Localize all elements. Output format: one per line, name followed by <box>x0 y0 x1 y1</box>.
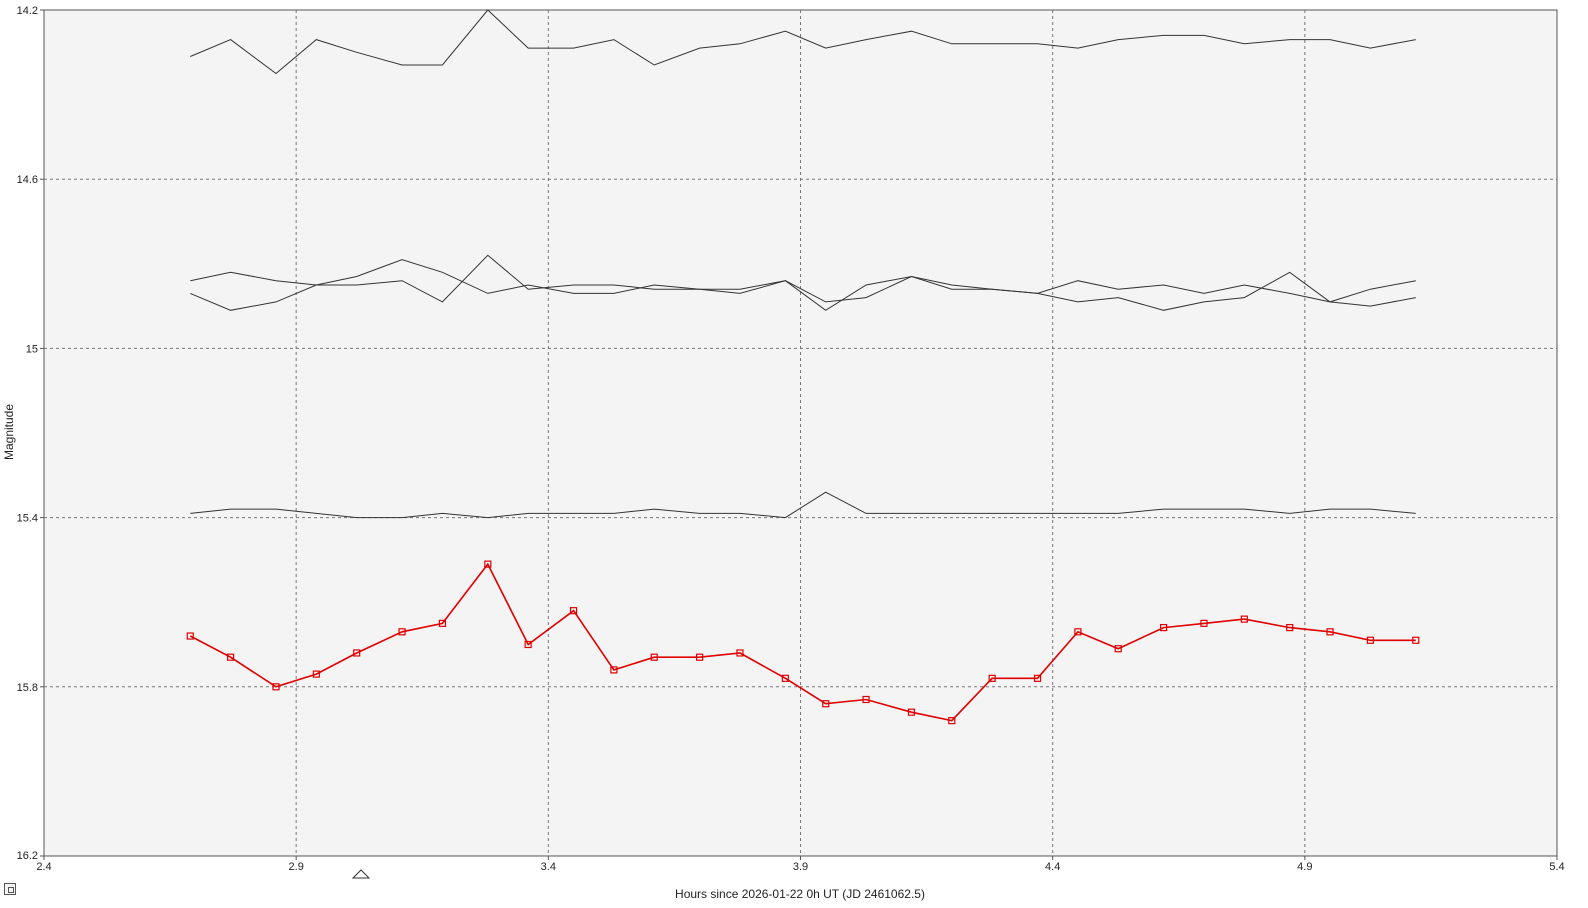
data-point-marker[interactable] <box>1200 619 1208 627</box>
data-point-marker[interactable] <box>398 628 406 636</box>
data-point-marker[interactable] <box>353 649 361 657</box>
data-point-marker[interactable] <box>1286 623 1294 632</box>
x-tick-label: 4.9 <box>1297 861 1312 873</box>
series-line-5 <box>189 562 1416 722</box>
y-tick-label: 14.2 <box>17 5 38 17</box>
data-point-marker[interactable] <box>1074 628 1082 636</box>
x-tick-label: 2.9 <box>289 861 304 873</box>
x-tick-label: 5.4 <box>1549 861 1564 873</box>
data-point-marker[interactable] <box>1033 674 1042 682</box>
data-point-marker[interactable] <box>1412 636 1420 644</box>
y-tick-label: 15 <box>26 343 38 355</box>
data-point-marker[interactable] <box>948 717 956 725</box>
x-tick-label: 3.4 <box>541 861 556 873</box>
series-line-3 <box>190 259 1416 311</box>
data-point-marker[interactable] <box>1326 628 1334 636</box>
y-axis-title: Magnitude <box>2 404 16 460</box>
data-point-marker[interactable] <box>650 653 658 661</box>
data-point-marker[interactable] <box>272 683 280 691</box>
y-tick-label: 14.6 <box>17 174 38 186</box>
data-point-marker[interactable] <box>186 632 194 640</box>
data-point-marker[interactable] <box>312 670 320 678</box>
data-point-marker[interactable] <box>1240 615 1248 623</box>
y-tick-label: 16.2 <box>17 850 38 862</box>
x-tick-label: 3.9 <box>793 861 808 873</box>
data-point-marker[interactable] <box>988 674 996 682</box>
series-group <box>186 9 1420 725</box>
x-tick-label: 4.4 <box>1045 861 1060 873</box>
series-line-1 <box>190 9 1416 75</box>
x-axis-title: Hours since 2026-01-22 0h UT (JD 2461062… <box>675 887 925 901</box>
x-tick-label: 2.4 <box>36 861 51 873</box>
tick-labels: 2.4 2.9 3.4 3.9 4.4 4.9 5.4 14.2 14.6 15 15.4 15.8 1… <box>17 5 1565 873</box>
grid <box>40 9 1558 860</box>
data-point-marker[interactable] <box>1160 623 1168 632</box>
zoom-reset-button[interactable] <box>4 883 16 895</box>
data-point-marker[interactable] <box>227 653 235 661</box>
data-point-marker[interactable] <box>907 708 916 716</box>
data-point-marker[interactable] <box>1366 636 1374 644</box>
data-point-marker[interactable] <box>484 560 492 568</box>
series-line-4 <box>190 491 1416 519</box>
data-point-marker[interactable] <box>1114 645 1122 653</box>
data-point-marker[interactable] <box>736 649 744 657</box>
y-tick-label: 15.4 <box>17 513 38 525</box>
data-point-marker[interactable] <box>696 653 704 661</box>
data-point-marker[interactable] <box>822 700 830 708</box>
data-point-marker[interactable] <box>438 619 447 627</box>
data-point-marker[interactable] <box>610 666 618 674</box>
time-marker-triangle-icon[interactable] <box>351 869 371 879</box>
series-line-2 <box>190 254 1416 311</box>
data-point-marker[interactable] <box>781 674 789 682</box>
y-tick-label: 15.8 <box>17 682 38 694</box>
data-point-marker[interactable] <box>862 695 870 704</box>
data-point-marker[interactable] <box>524 640 532 649</box>
data-point-marker[interactable] <box>569 607 578 615</box>
